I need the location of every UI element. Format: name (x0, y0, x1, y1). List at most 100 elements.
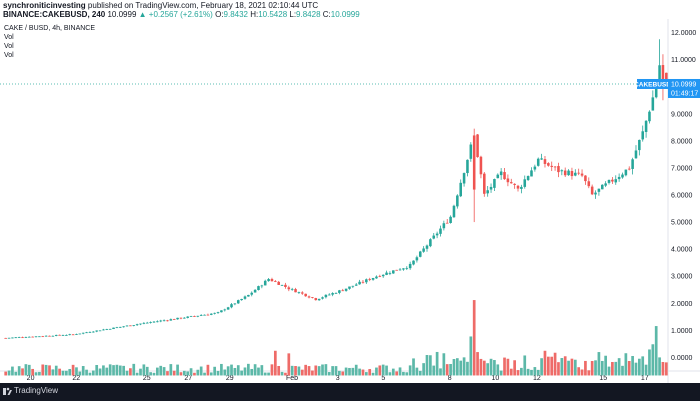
volume-bar (162, 367, 166, 376)
volume-bar (415, 367, 419, 376)
volume-bar (627, 361, 631, 376)
symbol-label: CAKEBUSD (634, 81, 671, 88)
candle-body (513, 183, 516, 185)
volume-bar (321, 364, 324, 376)
candle-body (334, 293, 338, 294)
x-tick-label: 3 (336, 375, 340, 382)
candle-body (210, 313, 213, 315)
candle-body (253, 289, 257, 293)
x-tick-label: 15 (599, 375, 607, 382)
price-chart[interactable]: 12.000011.000010.00009.00008.00007.00006… (0, 19, 700, 383)
candle-body (483, 173, 486, 194)
candle-body (290, 288, 294, 290)
candle-body (139, 323, 142, 325)
volume-bar (142, 364, 146, 376)
volume-bar (135, 372, 139, 376)
candle-body (375, 276, 378, 279)
x-tick-label: 29 (226, 375, 234, 382)
candle-body (196, 315, 200, 317)
volume-bar (442, 353, 446, 376)
volume-bar (17, 366, 21, 376)
candle-body (314, 298, 318, 301)
volume-bar (546, 356, 550, 376)
candle-body (324, 294, 328, 298)
candle-body (469, 144, 473, 159)
volume-bar (31, 368, 34, 376)
candle-body (112, 327, 115, 330)
candle-body (462, 173, 466, 184)
candle-body (156, 321, 159, 323)
tradingview-brand[interactable]: TradingView (14, 386, 59, 395)
candle-body (348, 286, 351, 289)
candle-body (547, 163, 550, 166)
volume-bar (186, 371, 190, 376)
volume-bar (536, 369, 540, 376)
volume-bar (156, 367, 159, 376)
candle-body (429, 239, 432, 247)
candle-body (523, 179, 527, 187)
volume-bar (300, 369, 304, 376)
candle-body (418, 251, 422, 257)
volume-bar (611, 362, 614, 376)
volume-bar (250, 368, 254, 376)
candle-body (92, 331, 95, 333)
candle-body (270, 279, 274, 282)
volume-bar (422, 363, 425, 376)
legend-vol-3: Vol (4, 52, 14, 59)
volume-bar (273, 350, 277, 376)
volume-bar (152, 372, 156, 376)
volume-bar (361, 369, 365, 376)
volume-bar (331, 366, 334, 376)
volume-bar (24, 364, 28, 376)
candle-body (661, 65, 665, 84)
candle-body (422, 248, 425, 252)
candle-body (658, 65, 661, 82)
volume-bar (41, 364, 45, 376)
ohlc-c: 10.0999 (330, 10, 360, 19)
volume-bar (253, 364, 257, 376)
volume-bar (112, 365, 115, 376)
publisher-name[interactable]: synchroniticinvesting (3, 1, 86, 10)
candle-body (159, 320, 163, 322)
candle-body (439, 228, 442, 234)
candle-body (611, 179, 614, 182)
last-price: 10.0999 (107, 10, 137, 19)
volume-bar (267, 372, 270, 376)
x-tick-label: 8 (448, 375, 452, 382)
volume-bar (118, 365, 122, 376)
volume-bar (344, 367, 348, 376)
chart-area[interactable] (0, 19, 700, 383)
candle-body (65, 334, 68, 336)
volume-bar (44, 364, 48, 376)
volume-bar (277, 365, 281, 376)
volume-bar (102, 365, 105, 376)
symbol-info: BINANCE:CAKEBUSD, 240 10.0999 ▲ +0.2567 … (3, 10, 360, 19)
candle-body (102, 329, 105, 331)
volume-bar (617, 358, 621, 376)
candle-body (654, 82, 658, 98)
candle-body (580, 173, 584, 176)
volume-bar (11, 366, 14, 376)
candle-body (243, 296, 247, 299)
candle-body (277, 281, 280, 285)
candle-body (617, 176, 621, 180)
candle-body (435, 233, 439, 236)
volume-bar (418, 370, 422, 376)
candle-body (226, 307, 230, 310)
volume-bar (557, 362, 560, 376)
volume-bar (311, 370, 314, 376)
candle-body (78, 333, 82, 335)
candle-body (216, 312, 220, 313)
candle-body (172, 319, 176, 320)
candle-body (358, 281, 361, 285)
price-change: ▲ +0.2567 (+2.61%) (138, 10, 213, 19)
candle-body (354, 284, 358, 286)
candle-body (213, 312, 216, 314)
candle-body (392, 270, 395, 274)
volume-bar (38, 371, 41, 376)
volume-bar (240, 370, 243, 376)
candle-body (540, 158, 543, 160)
candle-body (560, 170, 564, 172)
price-label-bg (668, 78, 700, 98)
candle-body (68, 334, 72, 336)
